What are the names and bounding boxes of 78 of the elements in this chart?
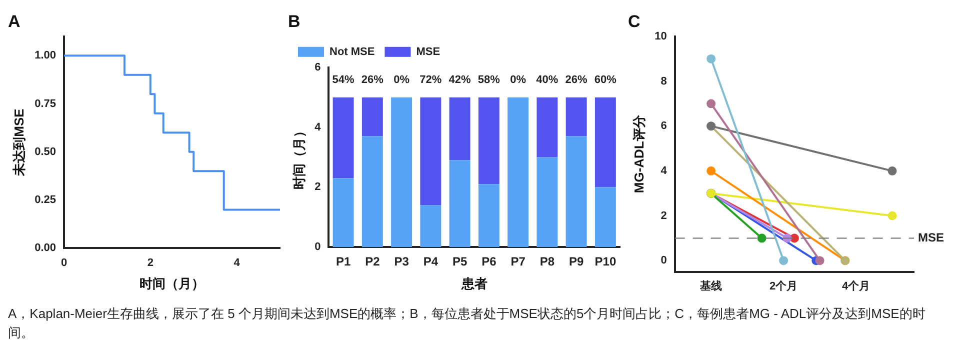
bar: [536, 157, 558, 247]
annotation: 0%: [510, 74, 526, 86]
legend-label: Not MSE: [330, 46, 375, 58]
text: A，Kaplan-Meier生存曲线，展示了在 5 个月期间未达到MSE的概率；B，每位患者处于MSE状态的5个月时间占比；C，每例患者MG - ADL评分及达到MSE的时间。: [8, 305, 926, 342]
bar: [478, 184, 500, 247]
y-tick-label: 0.50: [34, 146, 56, 158]
bar: [449, 160, 470, 247]
y-tick-label: 0: [314, 241, 321, 254]
x-tick-label: 0: [60, 256, 68, 269]
x-tick-label: P4: [423, 254, 438, 269]
y-tick-label: 10: [654, 30, 667, 42]
y-tick-label: 0.00: [34, 242, 56, 254]
chart-title: B: [288, 12, 300, 31]
y-tick-label: 1.00: [34, 50, 56, 62]
bar: [594, 187, 616, 247]
x-tick-label: 基线: [699, 279, 722, 292]
bar: [362, 97, 383, 136]
point: [706, 54, 716, 64]
x-tick-label: P9: [568, 254, 584, 269]
x-axis-title: 时间（月）: [140, 276, 205, 291]
y-tick-label: 6: [314, 61, 321, 74]
annotation: 72%: [420, 74, 442, 86]
bar: [391, 97, 412, 247]
bar: [594, 97, 616, 188]
x-tick-label: P1: [336, 254, 351, 269]
bar: [566, 136, 587, 247]
point: [888, 166, 897, 176]
point: [757, 234, 766, 243]
bar: [420, 205, 442, 247]
bar: [566, 97, 587, 136]
annotation: 60%: [594, 74, 617, 86]
x-tick-label: 4: [234, 256, 241, 269]
x-tick-label: P7: [510, 254, 526, 269]
x-tick-label: P3: [394, 254, 410, 269]
x-tick-label: P6: [482, 254, 497, 269]
x-axis-title: 患者: [460, 276, 488, 291]
y-axis-title: 未达到MSE: [11, 108, 26, 177]
chart-title: A: [8, 12, 20, 31]
point: [888, 211, 897, 220]
bar: [332, 97, 354, 178]
bar: [508, 97, 529, 247]
x-tick-label: 2个月: [769, 279, 798, 292]
y-tick-label: 0.75: [34, 98, 56, 110]
point: [779, 256, 788, 266]
legend-label: MSE: [416, 46, 440, 58]
point: [815, 256, 824, 266]
y-tick-label: 8: [660, 75, 667, 88]
bar: [449, 97, 470, 160]
bar: [362, 136, 383, 247]
x-tick-label: 4个月: [842, 279, 870, 292]
y-tick-label: 6: [660, 120, 667, 132]
point: [706, 166, 716, 176]
y-tick-label: 4: [314, 121, 322, 134]
y-tick-label: 4: [660, 164, 668, 177]
bar: [536, 97, 558, 158]
annotation: 58%: [478, 74, 500, 86]
bar: [478, 97, 500, 184]
chart-title: C: [628, 12, 640, 31]
y-axis-title: MG-ADL评分: [631, 114, 646, 194]
y-axis-title: 时间（月）: [291, 124, 306, 190]
annotation: 26%: [361, 74, 384, 86]
x-tick-label: P10: [594, 254, 616, 269]
bar: [332, 178, 354, 247]
point: [706, 99, 716, 108]
x-tick-label: P5: [452, 254, 468, 269]
annotation: 42%: [448, 74, 472, 86]
y-tick-label: 2: [660, 210, 667, 222]
ref-line-label: MSE: [918, 230, 944, 244]
y-tick-label: 2: [314, 181, 321, 194]
annotation: 0%: [394, 74, 410, 86]
x-tick-label: 2: [147, 256, 154, 269]
bar: [420, 97, 442, 206]
x-tick-label: P2: [365, 254, 380, 269]
annotation: 54%: [332, 74, 354, 86]
y-tick-label: 0.25: [34, 194, 56, 206]
annotation: 40%: [536, 74, 558, 86]
x-tick-label: P8: [540, 254, 555, 269]
annotation: 26%: [565, 74, 588, 86]
